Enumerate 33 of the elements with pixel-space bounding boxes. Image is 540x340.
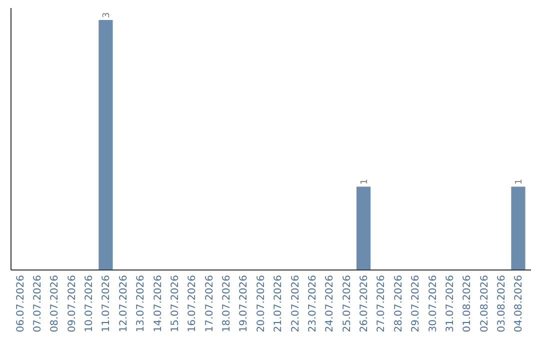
- x-tick-label: 18.07.2026: [222, 275, 233, 332]
- x-tick-label: 07.07.2026: [32, 275, 44, 332]
- x-tick-label: 27.07.2026: [376, 275, 388, 332]
- x-tick-label: 10.07.2026: [84, 275, 96, 332]
- x-tick-label: 15.07.2026: [170, 275, 181, 332]
- x-tick-label: 29.07.2026: [410, 275, 422, 332]
- data-label: 1: [514, 178, 525, 185]
- x-tick-label: 09.07.2026: [66, 275, 78, 332]
- x-tick-label: 22.07.2026: [290, 275, 302, 332]
- x-tick-label: 12.07.2026: [118, 275, 130, 332]
- x-tick-label: 13.07.2026: [136, 275, 147, 332]
- x-tick-label: 16.07.2026: [187, 275, 198, 332]
- x-tick-label: 01.08.2026: [462, 275, 474, 332]
- data-label: 1: [360, 178, 370, 185]
- x-tick-label: 06.07.2026: [15, 275, 26, 332]
- x-tick-label: 24.07.2026: [324, 275, 336, 332]
- x-tick-label: 26.07.2026: [359, 275, 370, 332]
- x-tick-label: 17.07.2026: [204, 275, 216, 332]
- x-tick-label: 25.07.2026: [342, 275, 353, 332]
- x-tick-label: 04.08.2026: [514, 275, 525, 332]
- x-tick-label: 19.07.2026: [238, 275, 250, 332]
- x-tick-label: 20.07.2026: [256, 275, 267, 332]
- x-tick-label: 28.07.2026: [393, 275, 404, 332]
- x-tick-label: 31.07.2026: [444, 275, 456, 332]
- x-tick-label: 23.07.2026: [307, 275, 318, 332]
- x-tick-label: 03.08.2026: [496, 275, 508, 332]
- x-tick-label: 21.07.2026: [273, 275, 284, 332]
- x-tick-label: 14.07.2026: [152, 275, 164, 332]
- x-tick-label: 02.08.2026: [479, 275, 490, 332]
- x-tick-label: 08.07.2026: [50, 275, 61, 332]
- x-tick-label: 11.07.2026: [101, 275, 112, 332]
- data-label: 3: [102, 12, 112, 18]
- x-tick-label: 30.07.2026: [428, 275, 439, 332]
